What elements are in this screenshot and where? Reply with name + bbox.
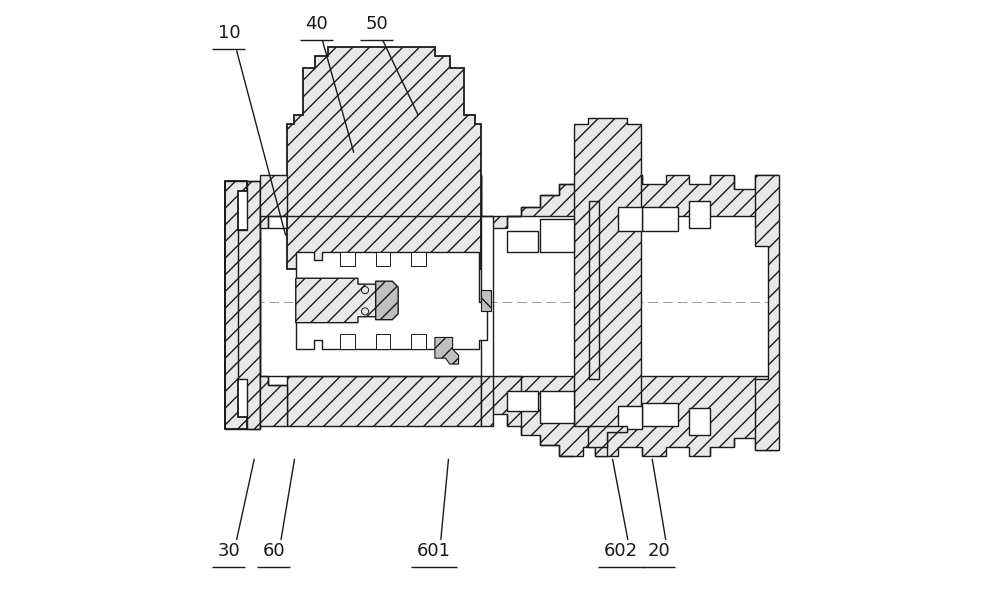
Polygon shape bbox=[287, 47, 481, 269]
Polygon shape bbox=[238, 181, 260, 429]
Polygon shape bbox=[287, 376, 481, 426]
Text: 20: 20 bbox=[647, 542, 670, 559]
Polygon shape bbox=[411, 334, 426, 349]
Text: 60: 60 bbox=[263, 542, 285, 559]
Text: 602: 602 bbox=[604, 542, 638, 559]
Polygon shape bbox=[340, 334, 355, 349]
Bar bbox=[689, 408, 710, 435]
Polygon shape bbox=[287, 175, 481, 216]
Polygon shape bbox=[296, 278, 388, 323]
Polygon shape bbox=[435, 337, 459, 364]
Polygon shape bbox=[411, 252, 426, 266]
Polygon shape bbox=[376, 281, 398, 320]
Bar bbox=[507, 231, 538, 252]
Polygon shape bbox=[225, 181, 247, 429]
Bar bbox=[642, 207, 678, 231]
Bar bbox=[540, 391, 574, 423]
Text: 30: 30 bbox=[217, 542, 240, 559]
Bar bbox=[540, 219, 574, 252]
Text: 10: 10 bbox=[218, 24, 240, 41]
Polygon shape bbox=[260, 376, 287, 426]
Bar bbox=[618, 406, 642, 429]
Polygon shape bbox=[340, 252, 355, 266]
Polygon shape bbox=[376, 252, 390, 266]
Polygon shape bbox=[755, 175, 779, 450]
Bar bbox=[507, 391, 538, 411]
Polygon shape bbox=[481, 290, 491, 311]
Polygon shape bbox=[574, 118, 641, 456]
Text: 601: 601 bbox=[417, 542, 451, 559]
Polygon shape bbox=[296, 252, 487, 349]
Polygon shape bbox=[588, 426, 627, 447]
Bar bbox=[689, 201, 710, 228]
Polygon shape bbox=[260, 175, 287, 228]
Polygon shape bbox=[481, 376, 778, 456]
Text: 40: 40 bbox=[305, 15, 328, 33]
Polygon shape bbox=[589, 201, 599, 379]
Polygon shape bbox=[376, 334, 390, 349]
Polygon shape bbox=[481, 175, 778, 228]
Text: 50: 50 bbox=[365, 15, 388, 33]
Bar bbox=[618, 207, 642, 231]
Bar bbox=[642, 403, 678, 426]
